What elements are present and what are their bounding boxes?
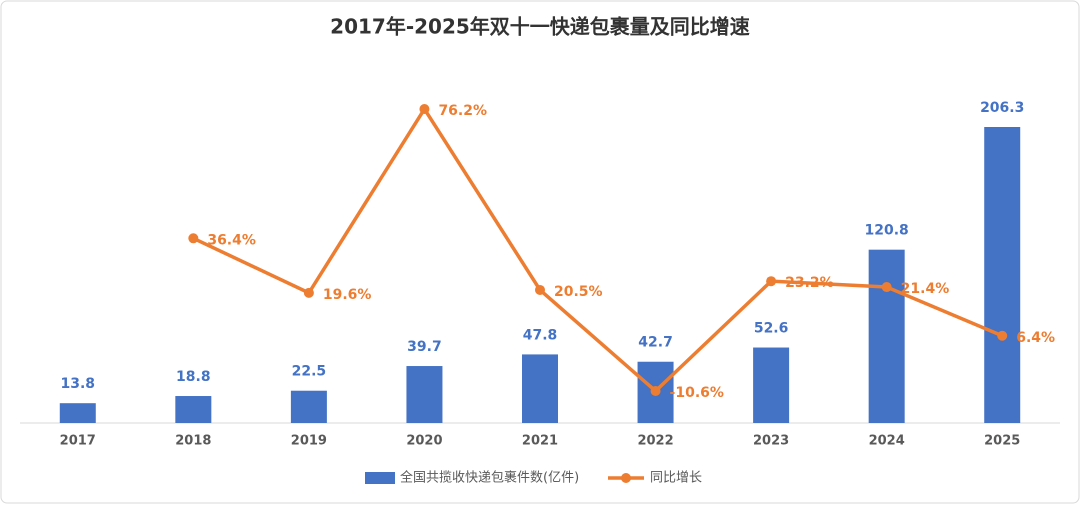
- line-point: [881, 282, 892, 293]
- bar-label: 42.7: [638, 335, 673, 351]
- line-point: [535, 284, 545, 295]
- bar-label: 47.8: [523, 327, 558, 343]
- line-label: 23.2%: [785, 275, 834, 291]
- x-tick-label: 2018: [175, 434, 211, 449]
- line: [192, 105, 1003, 394]
- legend-label: 全国共揽收快递包裹件数(亿件): [400, 470, 579, 486]
- line-label: 21.4%: [901, 281, 950, 297]
- bar: [753, 347, 790, 423]
- bar-label: 120.8: [865, 223, 909, 239]
- line-point: [419, 104, 430, 114]
- line-label: 20.5%: [554, 284, 603, 300]
- x-tick-label: 2025: [984, 434, 1020, 449]
- bar-label: 39.7: [407, 339, 442, 355]
- chart-title: 2017年-2025年双十一快递包裹量及同比增速: [330, 15, 750, 39]
- bar-label: 13.8: [61, 376, 96, 392]
- line-label: 76.2%: [438, 103, 487, 119]
- bar-label: 22.5: [292, 364, 327, 380]
- x-tick-label: 2022: [637, 434, 673, 449]
- x-tick-label: 2021: [522, 434, 558, 449]
- bar-label: 18.8: [176, 369, 211, 385]
- line-point: [650, 386, 661, 396]
- bar: [522, 354, 558, 423]
- bar-label: 206.3: [980, 100, 1024, 116]
- legend-swatch: [365, 472, 395, 484]
- line-label: 6.4%: [1016, 330, 1055, 346]
- x-tick-label: 2023: [753, 434, 789, 449]
- bar: [175, 396, 212, 423]
- x-tick-label: 2020: [406, 434, 442, 449]
- line-label: 36.4%: [207, 232, 256, 248]
- line-label: 19.6%: [323, 287, 372, 303]
- line-label: -10.6%: [670, 385, 724, 401]
- bar-label: 52.6: [754, 321, 789, 337]
- bar: [406, 366, 443, 423]
- line-point: [997, 330, 1008, 341]
- line-point: [188, 233, 199, 244]
- legend-label: 同比增长: [650, 471, 702, 486]
- x-tick-label: 2019: [291, 434, 327, 449]
- bar: [290, 390, 327, 423]
- bar: [868, 249, 905, 423]
- bar: [984, 127, 1021, 423]
- bar: [59, 403, 96, 423]
- line-point: [303, 287, 314, 298]
- x-tick-label: 2024: [869, 434, 905, 449]
- line-point: [766, 276, 777, 287]
- legend-marker: [621, 473, 631, 483]
- x-tick-label: 2017: [60, 434, 96, 449]
